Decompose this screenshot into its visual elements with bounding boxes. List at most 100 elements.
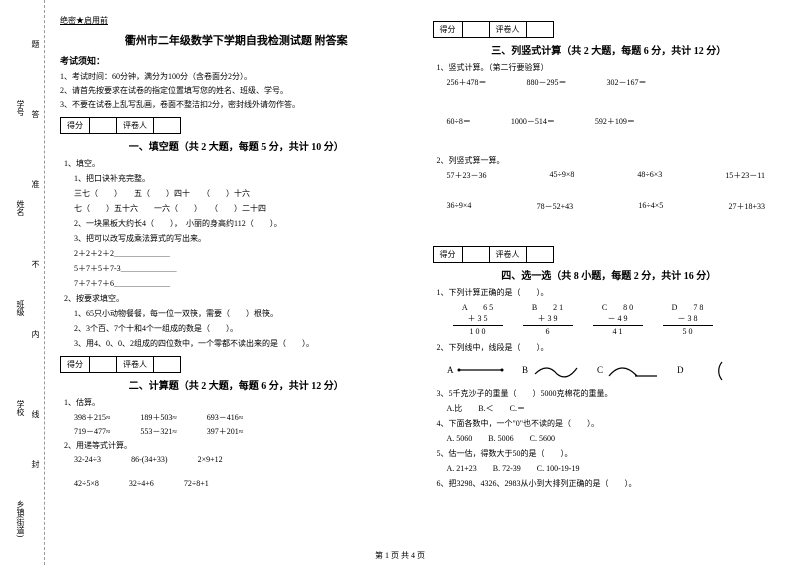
score-box-2: 得分 评卷人 (60, 356, 413, 373)
q1: 1、填空。 (60, 158, 413, 170)
exam-page: 乡镇(街道) 学校 班级 姓名 学号 封 线 内 不 准 答 题 绝密★启用前 … (0, 0, 800, 565)
left-column: 绝密★启用前 衢州市二年级数学下学期自我检测试题 附答案 考试须知： 1、考试时… (60, 15, 413, 560)
s3q1-row1: 256＋478＝ 880－295＝ 302－167＝ (433, 77, 786, 88)
score-box-3: 得分 评卷人 (433, 21, 786, 38)
rule-1: 1、考试时间：60分钟，满分为100分（含卷面分2分）。 (60, 71, 413, 82)
s2q2-row1: 32-24÷3 86-(34+33) 2×9+12 (60, 455, 413, 464)
grader-blank (526, 246, 554, 263)
section-3-title: 三、列竖式计算（共 2 大题，每题 6 分，共计 12 分） (433, 42, 786, 57)
s4q3: 3、5千克沙子的重量（ ）5000克棉花的重量。 (433, 388, 786, 400)
c5: 36÷9×4 (447, 201, 472, 212)
vm-d: D 7 8 － 3 8 5 0 (663, 302, 713, 336)
vm-d-top: D 7 8 (663, 302, 713, 313)
step-2: 86-(34+33) (131, 455, 168, 464)
s2q1: 1、估算。 (60, 397, 413, 409)
sidebar-field-school: 学校 (15, 400, 26, 416)
s4q3o: A.比 B.＜ C.＝ (433, 403, 786, 415)
grader-blank (153, 356, 181, 373)
v6: 592＋109＝ (595, 116, 635, 127)
sidebar-field-name: 姓名 (15, 200, 26, 216)
rule-2: 2、请首先按要求在试卷的指定位置填写您的姓名、班级、学号。 (60, 85, 413, 96)
sidebar-field-town: 乡镇(街道) (15, 500, 26, 537)
s3q1-row2: 60÷8＝ 1000－514＝ 592＋109＝ (433, 116, 786, 127)
vm-d-mid: － 3 8 (663, 313, 713, 324)
s4q5: 5、估一估，得数大于50的是（ ）。 (433, 448, 786, 460)
est-3: 693－416≈ (207, 412, 243, 423)
score-blank (89, 117, 117, 134)
est-6: 397＋201≈ (207, 426, 243, 437)
est-2: 189＋503≈ (140, 412, 176, 423)
est-1: 398＋215≈ (74, 412, 110, 423)
score-box-4: 得分 评卷人 (433, 246, 786, 263)
line-choices: A B C D (447, 358, 786, 384)
grader-label: 评卷人 (489, 246, 527, 263)
q1a: 1、把口诀补充完整。 (60, 173, 413, 185)
right-column: 得分 评卷人 三、列竖式计算（共 2 大题，每题 6 分，共计 12 分） 1、… (433, 15, 786, 560)
seal-char-1: 封 (30, 460, 41, 468)
score-blank (462, 246, 490, 263)
seal-char-3: 内 (30, 330, 41, 338)
step-3: 2×9+12 (198, 455, 223, 464)
sidebar-field-class: 班级 (15, 300, 26, 316)
vm-a-mid: ＋ 3 5 (453, 313, 503, 324)
vertical-math-row: A 6 5 ＋ 3 5 1 0 0 B 2 1 ＋ 3 9 6 C 8 0 － … (433, 302, 786, 336)
score-label: 得分 (60, 356, 90, 373)
q2c: 3、用4、0、0、2组成的四位数中，一个零都不读出来的是（ ）。 (60, 338, 413, 350)
sidebar-field-id: 学号 (15, 100, 26, 116)
seal-char-7: 题 (30, 40, 41, 48)
q1a2: 七（ ）五十六 一六（ ） （ ）二十四 (60, 203, 413, 215)
q2a: 1、65只小动物餐餐，每一位一双筷，需要（ ）根筷。 (60, 308, 413, 320)
vm-c-bot: 4 1 (593, 327, 643, 336)
vm-b-top: B 2 1 (523, 302, 573, 313)
score-label: 得分 (433, 246, 463, 263)
content-area: 绝密★启用前 衢州市二年级数学下学期自我检测试题 附答案 考试须知： 1、考试时… (45, 0, 800, 565)
vm-b: B 2 1 ＋ 3 9 6 (523, 302, 573, 336)
q1c: 3、把可以改写成乘法算式的写出来。 (60, 233, 413, 245)
s4q1: 1、下列计算正确的是（ ）。 (433, 287, 786, 299)
section-4-title: 四、选一选（共 8 小题，每题 2 分，共计 16 分） (433, 267, 786, 282)
c4: 15＋23－11 (725, 170, 765, 181)
c7: 16÷4×5 (638, 201, 663, 212)
score-label: 得分 (433, 21, 463, 38)
vm-c: C 8 0 － 4 9 4 1 (593, 302, 643, 336)
s3q1: 1、竖式计算。（第二行要验算） (433, 62, 786, 74)
step-5: 32÷4+6 (129, 479, 154, 488)
secrecy-note: 绝密★启用前 (60, 15, 413, 26)
s3q2-row2: 36÷9×4 78－52+43 16÷4×5 27＋18+33 (433, 201, 786, 212)
grader-label: 评卷人 (116, 117, 154, 134)
score-blank (462, 21, 490, 38)
v5: 1000－514＝ (511, 116, 555, 127)
seal-char-6: 答 (30, 110, 41, 118)
hr-icon (593, 325, 643, 326)
q1c1: 2＋2＋2＋2＿＿＿＿＿＿＿ (60, 248, 413, 260)
hr-icon (663, 325, 713, 326)
notice-heading: 考试须知： (60, 54, 413, 67)
grader-label: 评卷人 (489, 21, 527, 38)
s4q6: 6、把3298、4326、2983从小到大排列正确的是（ ）。 (433, 478, 786, 490)
v4: 60÷8＝ (447, 116, 471, 127)
hr-icon (453, 325, 503, 326)
est-4: 719－477≈ (74, 426, 110, 437)
vm-a: A 6 5 ＋ 3 5 1 0 0 (453, 302, 503, 336)
seal-char-2: 线 (30, 410, 41, 418)
exam-title: 衢州市二年级数学下学期自我检测试题 附答案 (60, 32, 413, 48)
c3: 48÷6×3 (637, 170, 662, 181)
vm-b-mid: ＋ 3 9 (523, 313, 573, 324)
score-box-1: 得分 评卷人 (60, 117, 413, 134)
q2: 2、按要求填空。 (60, 293, 413, 305)
c1: 57＋23－36 (447, 170, 487, 181)
s4q4: 4、下面各数中，一个"0"也不读的是（ ）。 (433, 418, 786, 430)
svg-text:A: A (447, 365, 454, 375)
s4q2: 2、下列线中，线段是（ ）。 (433, 342, 786, 354)
svg-text:B: B (522, 365, 528, 375)
seal-char-4: 不 (30, 260, 41, 268)
svg-text:D: D (677, 365, 684, 375)
grader-blank (153, 117, 181, 134)
hr-icon (523, 325, 573, 326)
c2: 45÷9×8 (549, 170, 574, 181)
s3q2-row1: 57＋23－36 45÷9×8 48÷6×3 15＋23－11 (433, 170, 786, 181)
q2b: 2、3个百、7个十和4个一组成的数是（ ）。 (60, 323, 413, 335)
c8: 27＋18+33 (728, 201, 765, 212)
vm-b-bot: 6 (523, 327, 573, 336)
q1c3: 7＋7＋7＋6＿＿＿＿＿＿＿ (60, 278, 413, 290)
